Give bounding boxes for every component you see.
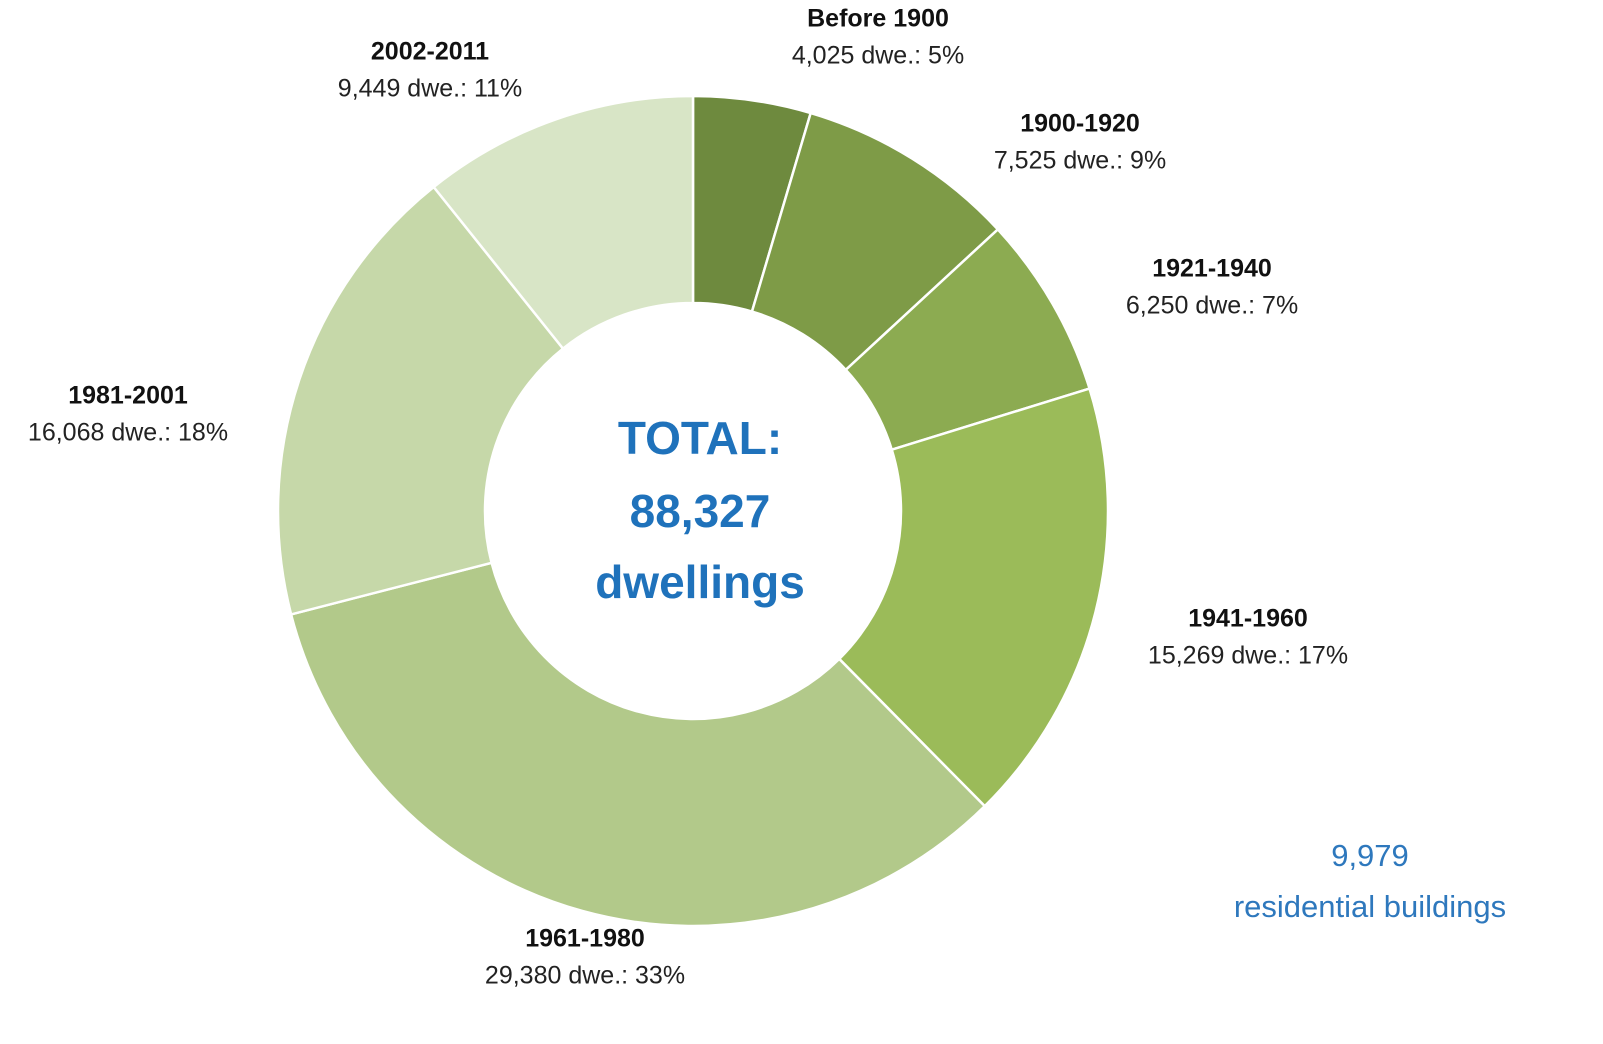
- center-label: TOTAL:: [618, 412, 782, 464]
- segment-value-label: 6,250 dwe.: 7%: [1126, 292, 1298, 320]
- segment-value-label: 15,269 dwe.: 17%: [1148, 642, 1348, 670]
- center-label: 88,327: [630, 485, 771, 537]
- segment-category: 2002-2011: [371, 38, 489, 66]
- donut-segment: [289, 561, 987, 928]
- donut-segment: [276, 185, 565, 616]
- segment-value-label: 4,025 dwe.: 5%: [792, 42, 964, 70]
- segment-value-label: 16,068 dwe.: 18%: [28, 419, 228, 447]
- segment-category: 1941-1960: [1188, 605, 1308, 633]
- segment-value-label: 29,380 dwe.: 33%: [485, 962, 685, 990]
- annotation: residential buildings: [1234, 889, 1506, 924]
- segment-category: 1900-1920: [1020, 110, 1140, 138]
- segment-value-label: 7,525 dwe.: 9%: [994, 147, 1166, 175]
- segment-category: Before 1900: [807, 5, 949, 33]
- annotation: 9,979: [1331, 838, 1409, 873]
- segment-category: 1961-1980: [525, 925, 645, 953]
- segment-category: 1921-1940: [1152, 255, 1272, 283]
- donut-segment: [837, 387, 1110, 808]
- segment-value-label: 9,449 dwe.: 11%: [338, 75, 522, 103]
- center-label: dwellings: [595, 556, 805, 608]
- donut-segment: [431, 94, 695, 351]
- segment-category: 1981-2001: [68, 382, 188, 410]
